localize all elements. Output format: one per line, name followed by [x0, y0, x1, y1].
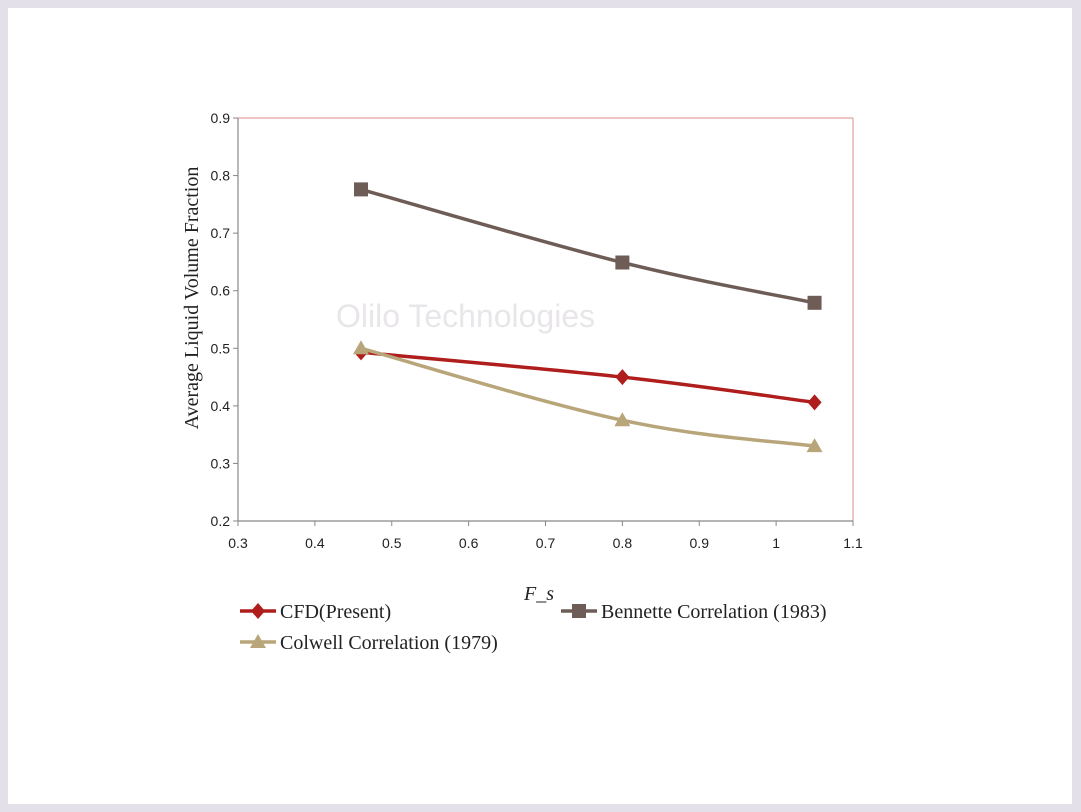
y-tick-label: 0.5 [211, 340, 231, 356]
axis-ticks: 0.3 0.4 0.5 0.6 0.7 0.8 0.9 1 1.1 0.2 0.3 0.4 0.5 0.6… [211, 110, 863, 551]
y-tick-label: 0.4 [211, 398, 231, 414]
legend-label: Bennette Correlation (1983) [601, 601, 827, 623]
data-point-marker [354, 182, 368, 197]
series-line-1 [360, 187, 815, 305]
y-tick-label: 0.9 [211, 110, 231, 126]
y-tick-label: 0.7 [211, 225, 231, 241]
x-tick-label: 0.8 [613, 535, 633, 551]
data-point-marker [807, 394, 822, 411]
series-line-2 [360, 346, 815, 448]
series-line-0 [360, 350, 815, 405]
legend-label: CFD(Present) [280, 601, 391, 623]
legend-marker [572, 604, 586, 618]
x-tick-label: 0.4 [305, 535, 325, 551]
legend: CFD(Present) Bennette Correlation (1983) C… [240, 601, 827, 654]
x-tick-label: 0.3 [228, 535, 248, 551]
y-tick-label: 0.3 [211, 455, 231, 471]
y-tick-label: 0.6 [211, 283, 231, 299]
data-point-marker [806, 438, 823, 453]
data-point-marker [614, 412, 631, 427]
data-point-marker [615, 369, 630, 386]
data-point-marker [353, 340, 369, 355]
x-tick-label: 0.9 [690, 535, 710, 551]
line-chart: Olilo Technologies 0.3 0.4 0.5 0.6 0.7 0.8 0.9… [181, 110, 863, 654]
y-tick-label: 0.2 [211, 513, 231, 529]
slide-frame: Olilo Technologies 0.3 0.4 0.5 0.6 0.7 0.8 0.9… [8, 8, 1072, 804]
x-tick-label: 0.6 [459, 535, 479, 551]
x-tick-label: 1.1 [843, 535, 863, 551]
legend-marker [251, 603, 265, 619]
y-axis-title: Average Liquid Volume Fraction [181, 167, 203, 430]
x-tick-label: 0.5 [382, 535, 402, 551]
legend-marker [250, 634, 266, 648]
x-tick-label: 0.7 [536, 535, 556, 551]
series-markers [353, 182, 823, 453]
legend-label: Colwell Correlation (1979) [280, 632, 498, 654]
y-tick-label: 0.8 [211, 168, 231, 184]
x-axis-title: F_s [523, 583, 554, 605]
data-point-marker [807, 295, 822, 310]
x-tick-label: 1 [772, 535, 780, 551]
data-point-marker [615, 255, 630, 270]
watermark-text: Olilo Technologies [336, 298, 595, 334]
